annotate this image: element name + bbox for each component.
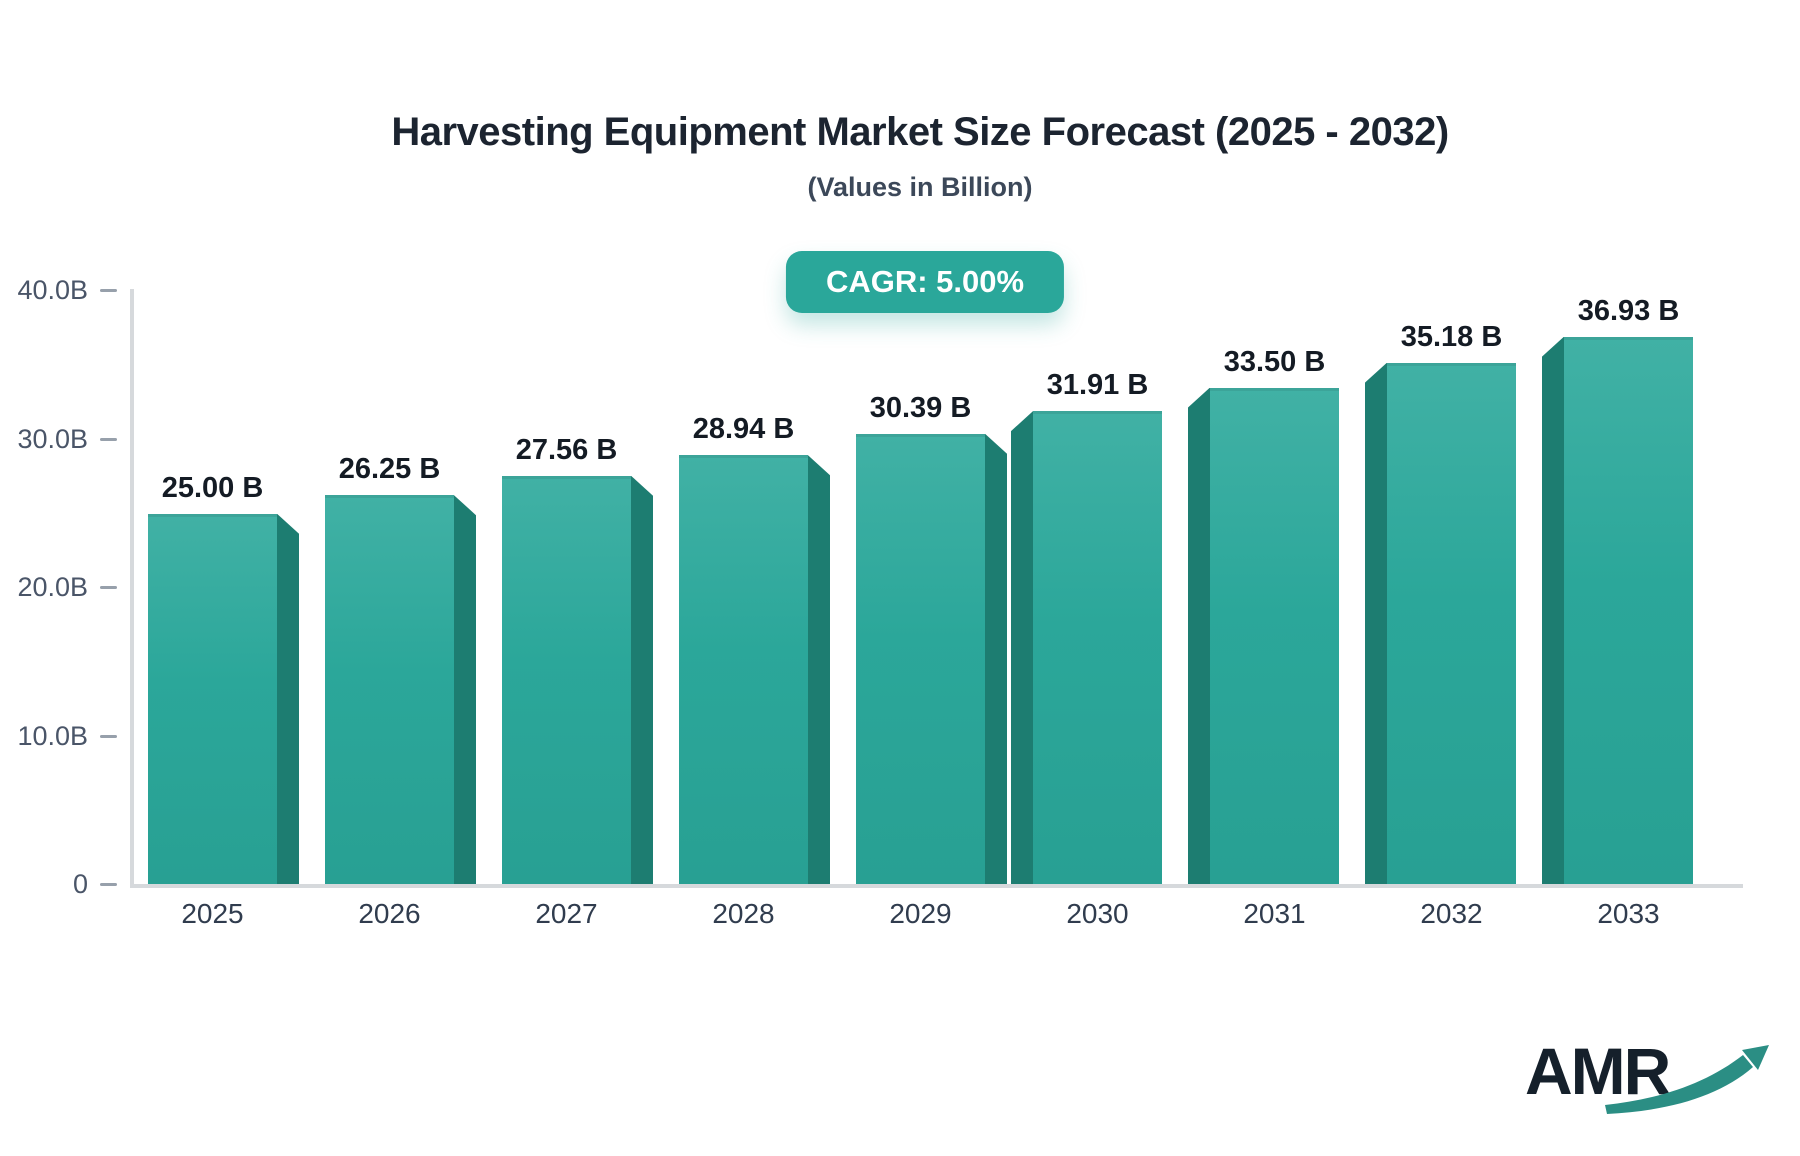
- y-tick-label: 10.0B: [17, 720, 88, 751]
- x-axis-label: 2027: [535, 898, 598, 929]
- bar: [1033, 411, 1162, 885]
- bar: [502, 475, 631, 885]
- bar-side-face: [1188, 387, 1210, 885]
- y-tick-label: 0: [72, 869, 88, 899]
- bar-value-label: 36.93 B: [1577, 294, 1680, 327]
- bar-side-face: [1011, 411, 1033, 885]
- y-tick-label: 30.0B: [17, 423, 88, 454]
- x-axis-label: 2029: [889, 898, 952, 929]
- x-axis-label: 2030: [1066, 898, 1129, 929]
- x-axis-label: 2033: [1597, 898, 1660, 929]
- bar-side-face: [808, 455, 830, 885]
- bar-value-label: 28.94 B: [692, 413, 795, 446]
- bar: [1210, 387, 1339, 885]
- bar-side-face: [1542, 336, 1564, 885]
- bar: [856, 433, 985, 885]
- bar-value-label: 27.56 B: [515, 433, 618, 466]
- bar-side-face: [985, 433, 1007, 885]
- bar-value-label: 33.50 B: [1223, 345, 1326, 378]
- cagr-badge: CAGR: 5.00%: [785, 251, 1065, 313]
- bar: [148, 513, 277, 885]
- y-axis-line: [130, 289, 134, 888]
- bar-value-label: 26.25 B: [338, 453, 441, 486]
- x-axis-label: 2025: [181, 898, 244, 929]
- bar-side-face: [631, 475, 653, 885]
- amr-logo: AMR: [1525, 1033, 1785, 1128]
- x-axis-label: 2031: [1243, 898, 1306, 929]
- bar-value-label: 31.91 B: [1046, 369, 1149, 402]
- y-tick-dash: [100, 437, 117, 441]
- y-tick-label: 40.0B: [17, 275, 88, 305]
- y-tick-label: 20.0B: [17, 572, 88, 602]
- growth-arrow-icon: [1605, 1045, 1769, 1114]
- x-axis-label: 2026: [358, 898, 421, 929]
- y-tick-dash: [100, 289, 117, 292]
- x-axis-line: [130, 884, 1743, 888]
- y-tick-dash: [100, 883, 117, 886]
- y-tick-dash: [100, 586, 117, 589]
- x-axis-label: 2028: [712, 898, 775, 929]
- cagr-badge-label: CAGR: 5.00%: [825, 264, 1025, 299]
- bar: [1387, 362, 1516, 885]
- bar-side-face: [454, 495, 476, 885]
- bar-value-label: 25.00 B: [161, 471, 264, 504]
- bar: [679, 455, 808, 885]
- bar-value-label: 30.39 B: [869, 391, 972, 424]
- bar: [1564, 336, 1693, 885]
- bar-side-face: [1365, 362, 1387, 885]
- y-tick-dash: [100, 734, 117, 738]
- bar: [325, 495, 454, 885]
- amr-logo-text: AMR: [1525, 1034, 1671, 1108]
- bar-value-label: 35.18 B: [1400, 320, 1503, 353]
- x-axis-label: 2032: [1420, 898, 1483, 929]
- chart-title: Harvesting Equipment Market Size Forecas…: [391, 110, 1449, 154]
- bar-side-face: [277, 513, 299, 885]
- chart-subtitle: (Values in Billion): [807, 172, 1033, 202]
